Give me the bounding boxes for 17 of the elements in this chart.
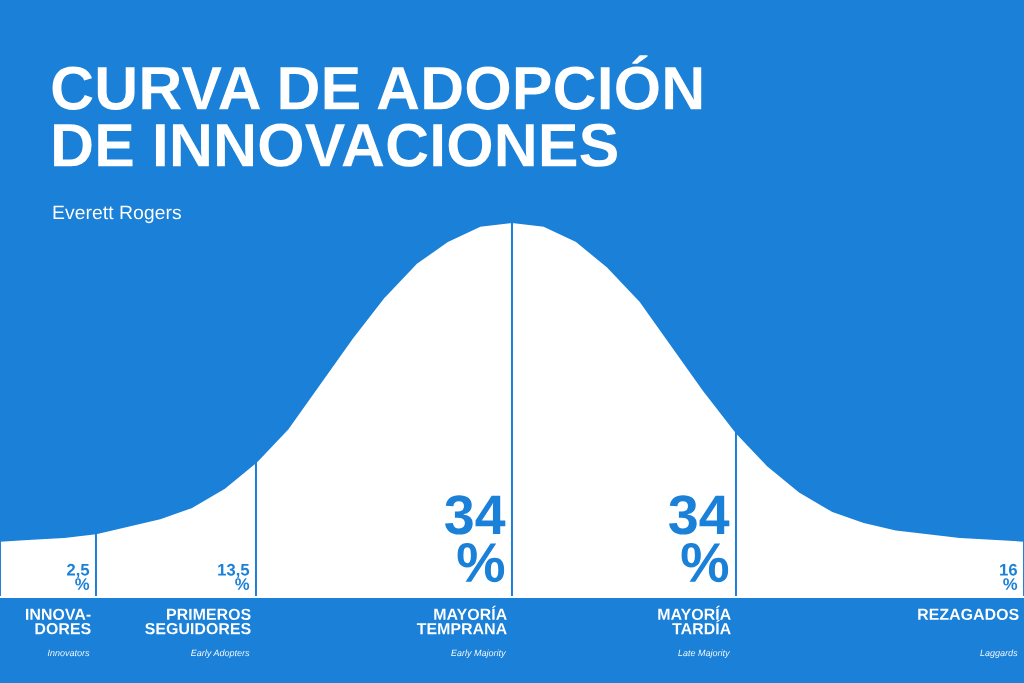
series-label: MAYORÍA TARDÍA bbox=[658, 605, 731, 635]
series-label: INNOVA- DORES bbox=[26, 608, 91, 635]
series-label: PRIMEROS SEGUIDORES bbox=[145, 608, 251, 635]
annotation: 2,5 % bbox=[67, 563, 90, 590]
chart-title: CURVA DE ADOPCIÓN DE INNOVACIONES bbox=[52, 55, 702, 167]
text: Early Majority bbox=[451, 649, 507, 658]
chart-subtitle: Everett Rogers bbox=[53, 205, 181, 224]
text: Laggards bbox=[980, 649, 1018, 658]
annotation: 34 % bbox=[445, 495, 506, 583]
series-label: REZAGADOS bbox=[918, 608, 1019, 620]
series-label: MAYORÍA TEMPRANA bbox=[416, 605, 507, 635]
text: Innovators bbox=[47, 649, 90, 657]
annotation: 34 % bbox=[669, 495, 730, 583]
text: Early Adopters bbox=[191, 649, 250, 658]
annotation: 13,5 % bbox=[218, 563, 250, 590]
text: Late Majority bbox=[678, 649, 731, 658]
annotation: 16 % bbox=[1000, 563, 1018, 590]
